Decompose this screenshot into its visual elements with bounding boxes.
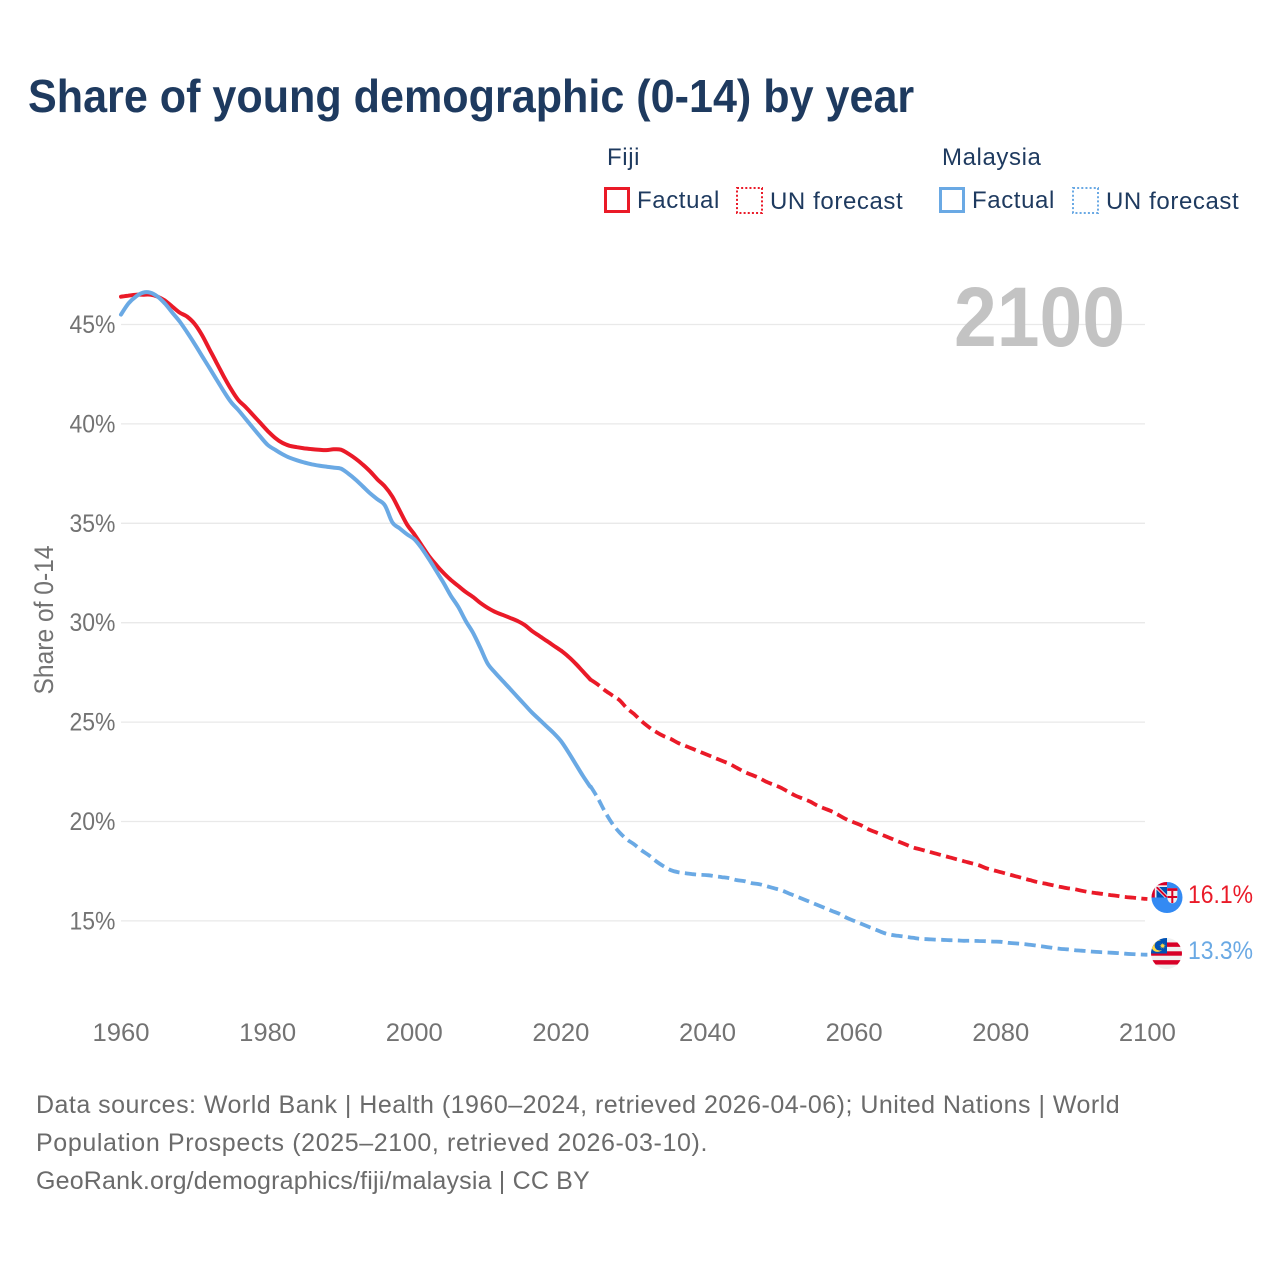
svg-text:30%: 30% xyxy=(70,609,116,637)
svg-text:40%: 40% xyxy=(70,410,116,438)
svg-text:20%: 20% xyxy=(70,808,116,836)
svg-text:2080: 2080 xyxy=(972,1019,1029,1047)
svg-text:1980: 1980 xyxy=(239,1019,296,1047)
svg-text:2000: 2000 xyxy=(386,1019,443,1047)
svg-text:2100: 2100 xyxy=(1119,1019,1176,1047)
svg-text:2060: 2060 xyxy=(826,1019,883,1047)
svg-text:2020: 2020 xyxy=(532,1019,589,1047)
svg-text:1960: 1960 xyxy=(93,1019,150,1047)
svg-text:Share of 0-14: Share of 0-14 xyxy=(29,546,59,695)
svg-text:45%: 45% xyxy=(70,311,116,339)
svg-text:13.3%: 13.3% xyxy=(1188,937,1253,965)
svg-text:35%: 35% xyxy=(70,510,116,538)
svg-text:15%: 15% xyxy=(70,907,116,935)
svg-text:25%: 25% xyxy=(70,709,116,737)
svg-text:16.1%: 16.1% xyxy=(1188,881,1253,909)
svg-text:2100: 2100 xyxy=(954,270,1125,364)
svg-text:2040: 2040 xyxy=(679,1019,736,1047)
